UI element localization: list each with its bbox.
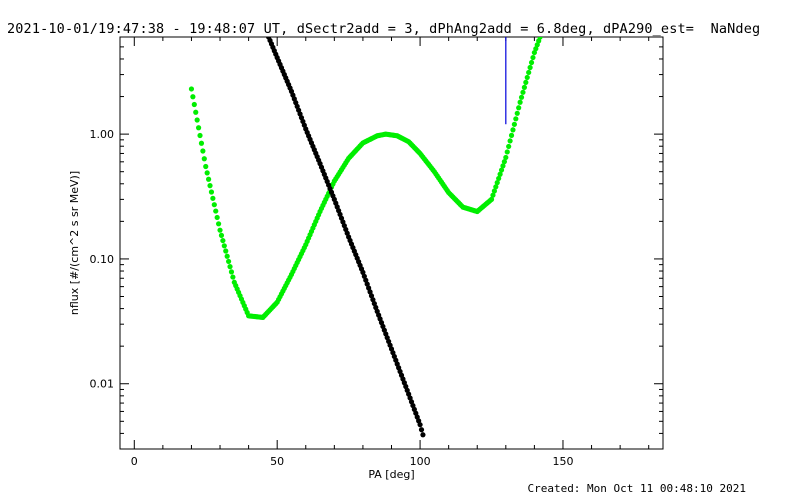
series-0-point [198, 140, 205, 146]
series-0-point [501, 159, 507, 165]
series-0-point [203, 163, 209, 170]
series-0-point [207, 183, 213, 189]
chart-title: 2021-10-01/19:47:38 - 19:48:07 UT, dSect… [7, 21, 761, 37]
y-axis-title: nflux [#/(cm^2 s sr MeV)] [68, 171, 81, 315]
series-0-point [491, 188, 497, 194]
x-tick-label: 100 [410, 455, 431, 468]
x-tick-label: 0 [131, 455, 138, 468]
y-tick-label: 0.01 [90, 378, 115, 391]
series-0-point [534, 42, 540, 48]
series-0-point [533, 46, 539, 52]
series-0-point [223, 248, 229, 254]
series-0-point [516, 105, 522, 111]
series-0-point [490, 192, 496, 198]
series-0-point [195, 125, 202, 131]
series-0-point [493, 184, 499, 190]
series-1-point [417, 422, 423, 428]
series-1-point [418, 427, 425, 433]
series-0-point [524, 74, 530, 81]
plot-area [188, 37, 543, 438]
series-0-point [520, 89, 526, 95]
series-0-point [496, 175, 502, 182]
series-0-point [204, 170, 210, 176]
plot-frame [119, 36, 664, 450]
series-0-point [537, 37, 543, 40]
series-0-point [536, 38, 542, 44]
series-1-point [364, 281, 370, 287]
series-0-point [508, 132, 515, 138]
x-tick-label: 150 [552, 455, 573, 468]
series-0-point [497, 171, 503, 177]
x-axis-title: PA [deg] [368, 468, 414, 481]
series-0-point [205, 176, 212, 182]
series-0-point [506, 143, 512, 150]
series-0-point [221, 243, 227, 249]
series-0-point [530, 54, 536, 61]
series-1-point [373, 304, 379, 311]
series-0-point [194, 117, 200, 123]
series-1-point [370, 297, 376, 303]
created-timestamp: Created: Mon Oct 11 00:48:10 2021 [527, 482, 746, 495]
series-0-point [507, 138, 513, 144]
series-0-point [218, 232, 225, 238]
series-0-point [227, 264, 233, 270]
y-tick-label: 1.00 [90, 128, 115, 141]
x-tick-label: 50 [270, 455, 284, 468]
series-0-point [514, 110, 520, 116]
series-1-point [371, 300, 377, 307]
series-0-point [215, 221, 222, 227]
series-0-point [498, 167, 505, 173]
series-0-point [190, 94, 196, 100]
series-1-point [363, 277, 369, 283]
series-1-point [368, 293, 375, 299]
series-0-point [523, 79, 529, 85]
series-0-point [528, 59, 535, 66]
series-1-point [367, 289, 373, 295]
series-0-point [191, 101, 197, 108]
series-0-point [214, 214, 220, 221]
series-0-point [211, 202, 217, 208]
series-1-point [361, 273, 367, 279]
series-1-point [420, 432, 426, 438]
series-0-point [526, 69, 532, 76]
series-0-point [488, 196, 495, 202]
series-0-point [224, 253, 230, 259]
series-0-point [193, 109, 199, 115]
series-0-point [504, 149, 510, 155]
series-1-point [366, 285, 372, 291]
series-0-point [527, 64, 533, 71]
series-0-point [228, 269, 235, 275]
series-0-point [517, 99, 523, 105]
series-0-point [217, 227, 223, 233]
series-0-point [210, 195, 216, 201]
y-tick-label: 0.10 [90, 253, 115, 266]
series-0-point [494, 180, 500, 186]
series-0-point [500, 163, 506, 169]
series-0-point [511, 121, 517, 127]
series-0-point [201, 156, 207, 162]
series-0-point [220, 237, 226, 244]
series-0-point [510, 127, 516, 133]
series-0-point [503, 154, 509, 161]
series-0-point [208, 189, 215, 195]
series-0-point [188, 86, 195, 92]
series-0-point [521, 84, 527, 90]
series-0-point [213, 208, 219, 214]
series-0-point [230, 274, 236, 280]
series-0-point [531, 49, 537, 56]
series-1-point [360, 269, 366, 275]
series-0-point [197, 132, 203, 139]
series-0-point [513, 116, 519, 122]
series-0-point [200, 148, 206, 154]
series-0-point [518, 94, 525, 100]
series-0-point [226, 258, 232, 265]
